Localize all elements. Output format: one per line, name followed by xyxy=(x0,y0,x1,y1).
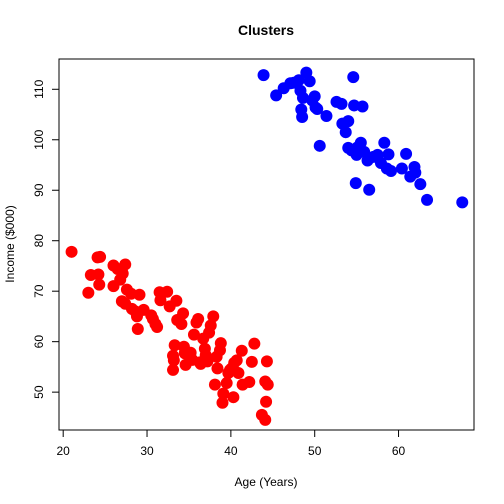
data-point-cluster-2 xyxy=(378,136,391,149)
data-point-cluster-1 xyxy=(207,310,220,323)
data-point-cluster-2 xyxy=(347,71,360,84)
data-point-cluster-1 xyxy=(133,288,146,301)
data-point-cluster-1 xyxy=(168,339,181,352)
data-point-cluster-1 xyxy=(227,391,240,404)
y-tick-label: 50 xyxy=(32,385,46,399)
y-tick-label: 100 xyxy=(32,129,46,149)
data-point-cluster-2 xyxy=(409,166,422,179)
data-point-cluster-1 xyxy=(245,355,258,368)
data-point-cluster-2 xyxy=(363,183,376,196)
data-point-cluster-1 xyxy=(260,395,273,408)
data-point-cluster-1 xyxy=(260,355,273,368)
data-point-cluster-1 xyxy=(131,323,144,336)
data-point-cluster-2 xyxy=(311,102,324,115)
data-point-cluster-1 xyxy=(192,312,205,325)
data-point-cluster-1 xyxy=(151,321,164,334)
y-tick-label: 90 xyxy=(32,183,46,197)
x-tick-label: 20 xyxy=(57,444,71,458)
y-tick-label: 110 xyxy=(32,79,46,98)
data-point-cluster-2 xyxy=(414,178,427,191)
data-point-cluster-2 xyxy=(257,69,270,82)
x-tick-label: 30 xyxy=(140,444,154,458)
data-point-cluster-1 xyxy=(235,344,248,357)
data-point-cluster-1 xyxy=(154,294,167,307)
data-point-cluster-2 xyxy=(308,90,321,103)
data-point-cluster-1 xyxy=(243,376,256,389)
data-point-cluster-1 xyxy=(217,387,230,400)
data-point-cluster-2 xyxy=(270,89,283,102)
data-point-cluster-1 xyxy=(114,273,127,286)
data-point-cluster-2 xyxy=(382,148,395,161)
data-point-cluster-1 xyxy=(248,337,261,350)
data-point-cluster-2 xyxy=(320,110,333,123)
data-point-cluster-2 xyxy=(313,139,326,152)
data-point-cluster-2 xyxy=(339,126,352,139)
x-tick-label: 60 xyxy=(392,444,406,458)
data-point-cluster-1 xyxy=(261,378,274,391)
data-point-cluster-1 xyxy=(177,307,190,320)
data-point-cluster-2 xyxy=(400,147,413,160)
data-point-cluster-1 xyxy=(230,354,243,367)
y-tick-label: 80 xyxy=(32,234,46,248)
data-point-cluster-1 xyxy=(161,285,174,298)
data-point-cluster-1 xyxy=(211,362,224,375)
data-point-cluster-1 xyxy=(201,355,214,368)
data-points xyxy=(65,66,469,426)
data-point-cluster-1 xyxy=(259,413,272,426)
data-point-cluster-1 xyxy=(170,294,183,307)
data-point-cluster-2 xyxy=(296,111,309,124)
x-axis-label: Age (Years) xyxy=(235,475,298,489)
data-point-cluster-1 xyxy=(82,286,95,299)
data-point-cluster-1 xyxy=(65,245,78,258)
x-tick-label: 40 xyxy=(224,444,238,458)
data-point-cluster-2 xyxy=(335,97,348,110)
data-point-cluster-1 xyxy=(119,258,132,271)
data-point-cluster-1 xyxy=(167,354,180,367)
data-point-cluster-1 xyxy=(208,378,221,391)
data-point-cluster-2 xyxy=(456,196,469,209)
y-tick-label: 70 xyxy=(32,284,46,298)
data-point-cluster-1 xyxy=(216,396,229,409)
data-point-cluster-2 xyxy=(421,193,434,206)
data-point-cluster-1 xyxy=(232,366,245,379)
data-point-cluster-2 xyxy=(342,115,355,128)
y-axis: 50 60 70 80 90 100 110 xyxy=(32,79,59,399)
y-axis-label: Income ($000) xyxy=(3,205,17,282)
data-point-cluster-1 xyxy=(220,377,233,390)
data-point-cluster-2 xyxy=(303,75,316,88)
plot-frame xyxy=(58,58,475,431)
data-point-cluster-1 xyxy=(187,328,200,341)
y-tick-label: 60 xyxy=(32,335,46,349)
data-point-cluster-1 xyxy=(204,319,217,332)
data-point-cluster-1 xyxy=(167,363,180,376)
data-point-cluster-2 xyxy=(292,74,305,87)
data-point-cluster-2 xyxy=(395,162,408,175)
data-point-cluster-2 xyxy=(385,165,397,178)
data-point-cluster-1 xyxy=(92,268,105,281)
data-point-cluster-1 xyxy=(214,337,227,350)
data-point-cluster-2 xyxy=(296,91,309,104)
x-axis: 20 30 40 50 60 xyxy=(57,430,406,458)
data-point-cluster-1 xyxy=(93,278,106,291)
data-point-cluster-2 xyxy=(356,100,369,113)
data-point-cluster-2 xyxy=(354,136,367,149)
chart-title: Clusters xyxy=(238,22,294,38)
data-point-cluster-2 xyxy=(349,177,362,190)
x-tick-label: 50 xyxy=(308,444,322,458)
data-point-cluster-1 xyxy=(175,318,188,330)
data-point-cluster-1 xyxy=(94,250,107,263)
